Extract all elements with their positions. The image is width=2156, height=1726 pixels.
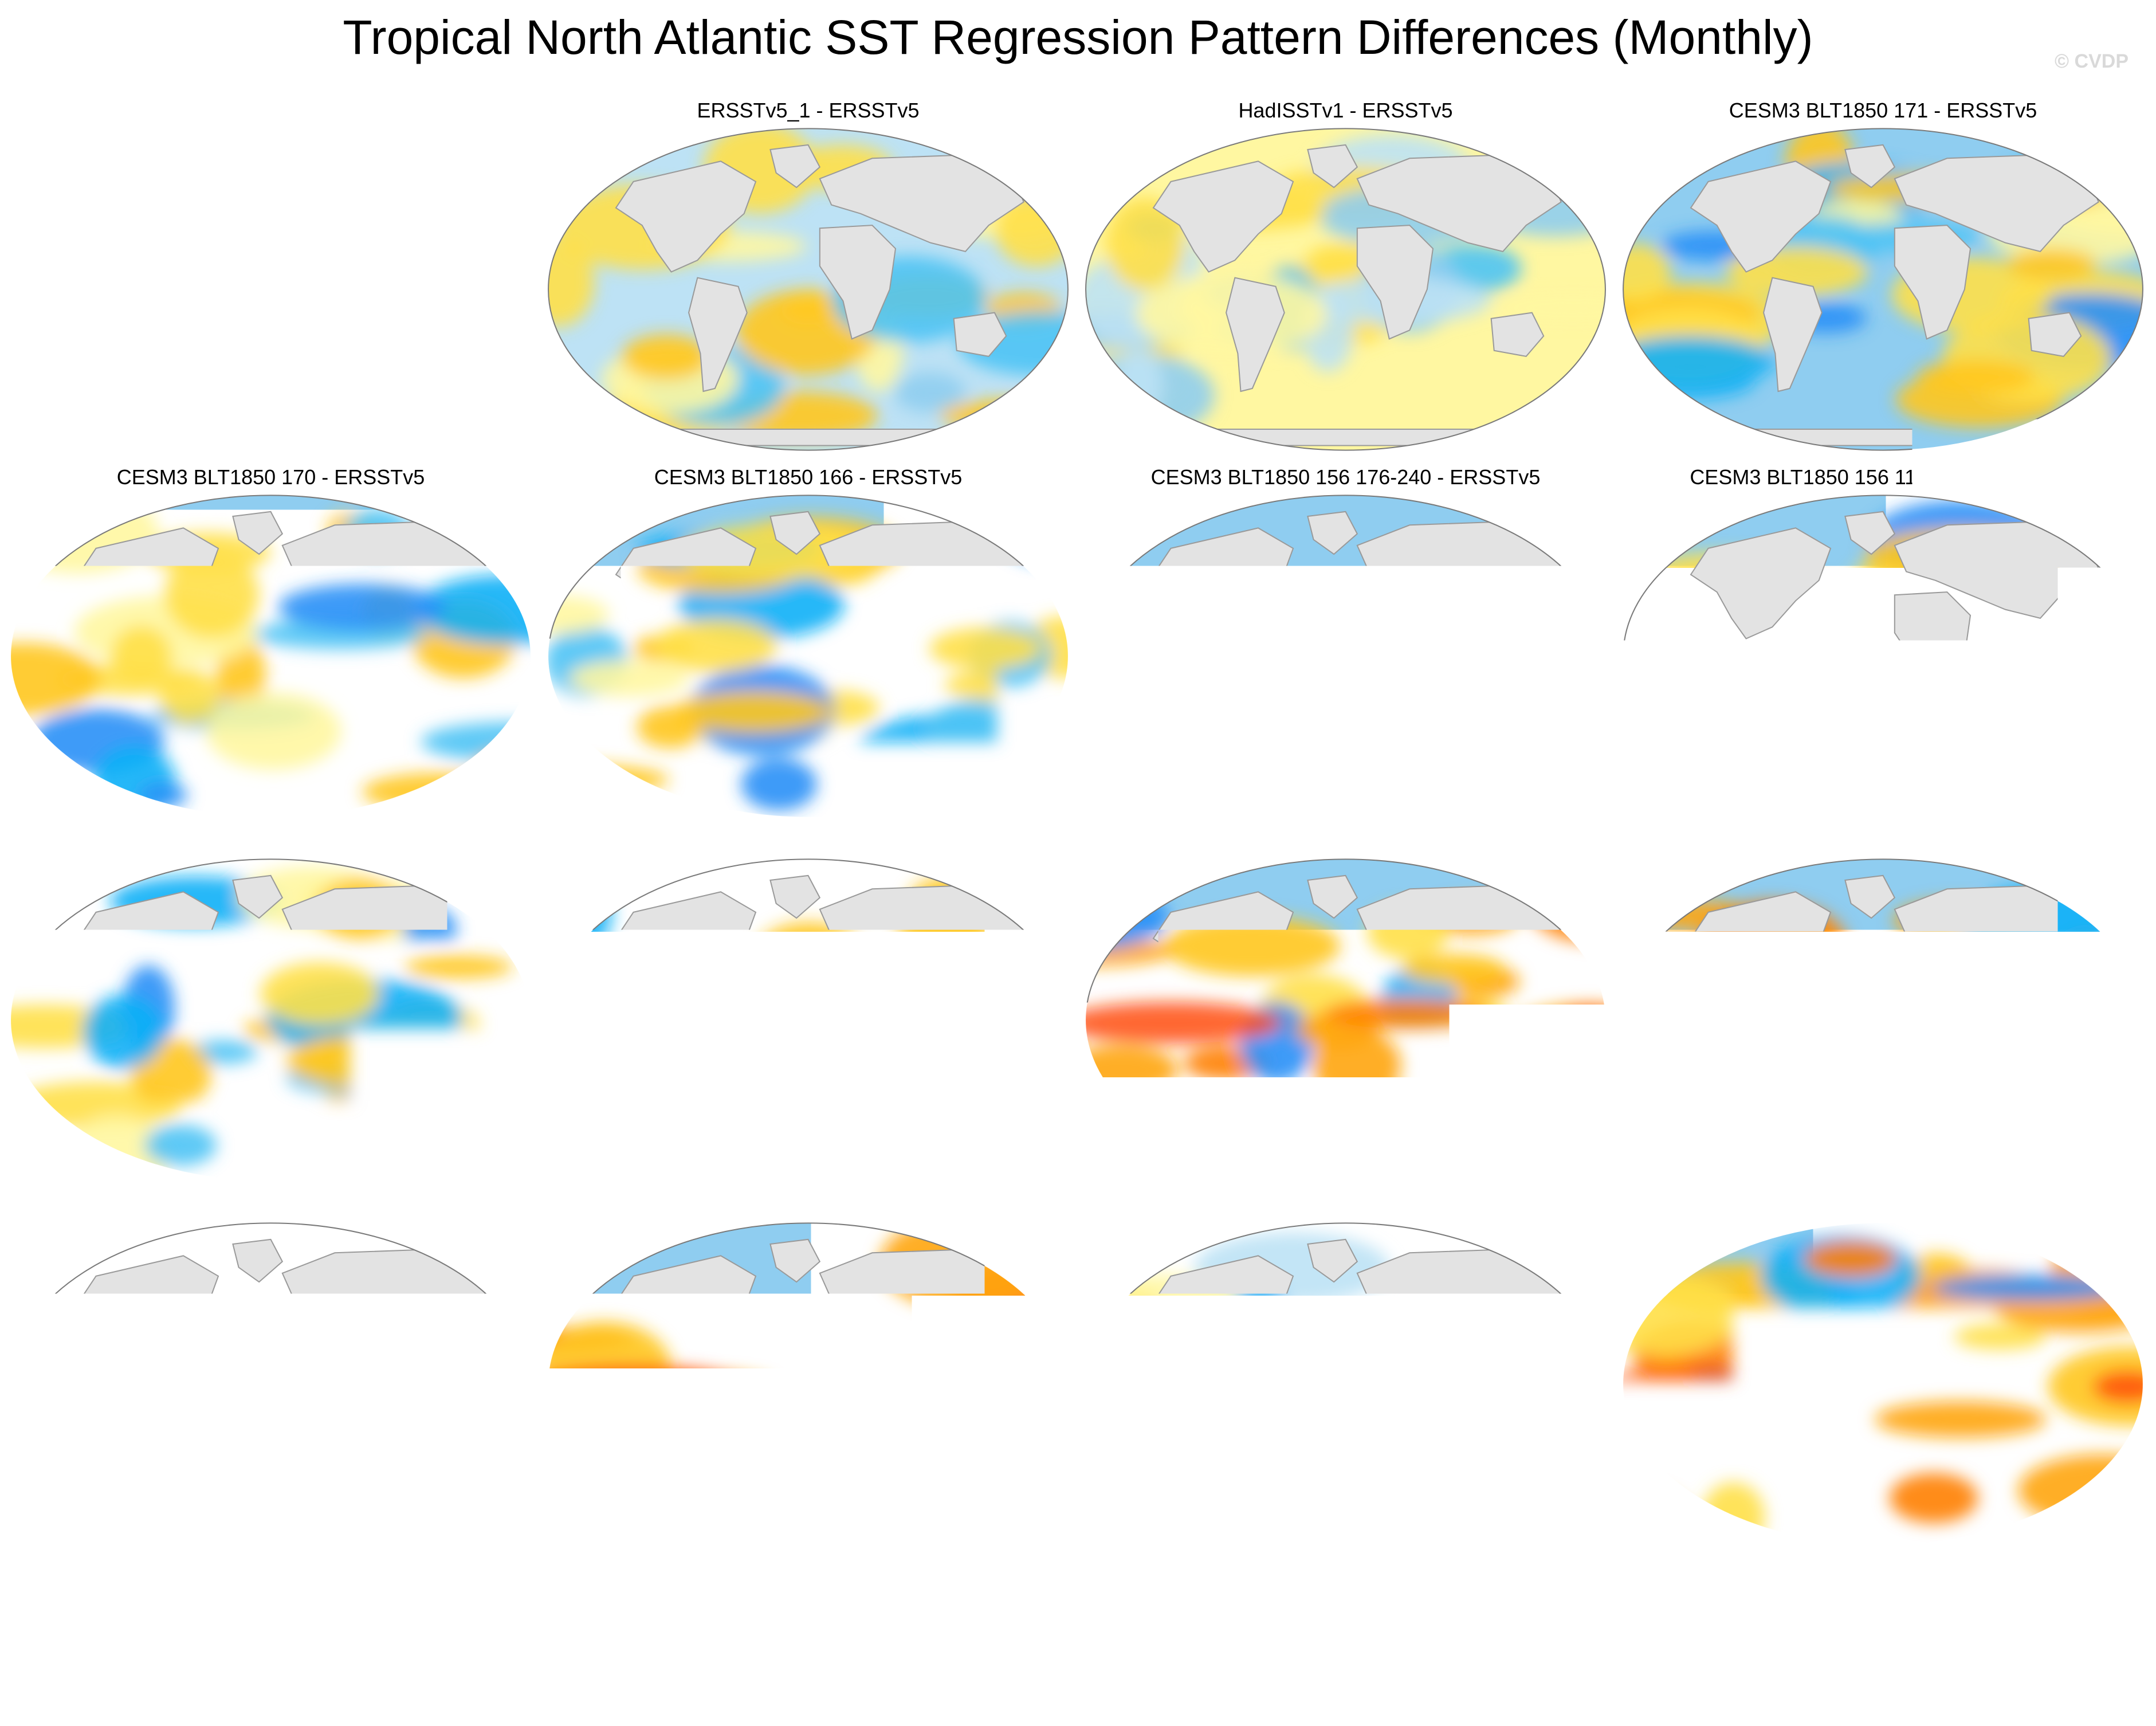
map-plot bbox=[9, 1221, 533, 1547]
map-panel: CESM3 BLT1850 166 - ERSSTv5 bbox=[546, 464, 1070, 819]
colorbar-units: C/C bbox=[0, 1670, 2156, 1714]
anomaly-patch bbox=[546, 1497, 585, 1525]
anomaly-patch bbox=[1976, 1109, 2086, 1168]
map-panel: CESM3 BLT1850 156 46-110 - ERSSTv5 bbox=[9, 828, 533, 1183]
panel-title: CESM2 piControl C - ERSSTv5 bbox=[546, 1192, 1070, 1218]
map-plot bbox=[1083, 1221, 1608, 1547]
map-panel: ERSSTv5_1 - ERSSTv5 bbox=[546, 97, 1070, 453]
colorbar-tick-label: 0.75 bbox=[1218, 1630, 1356, 1674]
colorbar-swatch bbox=[1703, 1602, 1773, 1635]
map-panel: CESM2 piControl A - ERSSTv5 bbox=[1621, 1192, 2145, 1547]
map-plot bbox=[546, 493, 1070, 819]
anomaly-patch bbox=[2008, 249, 2096, 280]
map-plot bbox=[1621, 493, 2145, 819]
anomaly-patch bbox=[1890, 1473, 1978, 1523]
map-panel: CESM3 BLT1850 156 176-240 - ERSSTv5 bbox=[1083, 464, 1608, 819]
colorbar-tick-label: 0 bbox=[941, 1630, 1078, 1674]
map-panel: CESM2 piControl B - ERSSTv5 bbox=[1083, 1192, 1608, 1547]
anomaly-patch bbox=[1282, 1452, 1380, 1500]
panel-title: CESM3 BLT1850 156 176-240 - ERSSTv5 bbox=[1083, 464, 1608, 491]
anomaly-patch bbox=[811, 1117, 870, 1166]
anomaly-patch bbox=[1875, 1402, 2046, 1438]
map-plot bbox=[1621, 126, 2145, 453]
panel-title: ERSSTv5_1 - ERSSTv5 bbox=[546, 97, 1070, 124]
panel-title: HadISSTv1 - ERSSTv5 bbox=[1083, 97, 1608, 124]
panel-title: CESM2 piControl D - ERSSTv5 bbox=[9, 1192, 533, 1218]
colorbar-tick-label: 1.75 bbox=[1495, 1630, 1633, 1674]
anomaly-patch bbox=[929, 627, 1042, 669]
map-plot bbox=[9, 857, 533, 1183]
anomaly-patch bbox=[1419, 1094, 1605, 1120]
panel-title: CESM2 piControl E - ERSSTv5 bbox=[1621, 828, 2145, 854]
anomaly-patch bbox=[1399, 704, 1562, 785]
anomaly-patch bbox=[83, 995, 163, 1068]
anomaly-patch bbox=[206, 693, 341, 770]
anomaly-patch bbox=[1471, 632, 1554, 680]
map-plot bbox=[1083, 857, 1608, 1183]
map-panel: CESM2 piControl D - ERSSTv5 bbox=[9, 1192, 533, 1547]
panel-title: CESM3 BLT1850 170 - ERSSTv5 bbox=[9, 464, 533, 491]
anomaly-patch bbox=[362, 772, 524, 811]
map-plot bbox=[9, 493, 533, 819]
anomaly-patch bbox=[569, 660, 689, 696]
colorbar-tick-label: -0.25 bbox=[802, 1630, 940, 1674]
map-plot bbox=[1083, 493, 1608, 819]
panel-title: CESM2 piControl F - ERSSTv5 bbox=[1083, 828, 1608, 854]
anomaly-patch bbox=[546, 1002, 656, 1095]
anomaly-patch bbox=[740, 1430, 924, 1472]
anomaly-patch bbox=[452, 1497, 533, 1541]
map-plot bbox=[546, 126, 1070, 453]
colorbar-tick-label: 0.25 bbox=[1079, 1630, 1217, 1674]
panel-title: CESM2 piControl B - ERSSTv5 bbox=[1083, 1192, 1608, 1218]
map-panel: CESM3 BLT1850 156 80-240 - ERSSTv5 bbox=[546, 828, 1070, 1183]
anomaly-patch bbox=[457, 1493, 533, 1533]
panel-title: CESM3 BLT1850 156 46-110 - ERSSTv5 bbox=[9, 828, 533, 854]
colorbar-tick-label: -0.75 bbox=[663, 1630, 801, 1674]
panel-title: CESM3 BLT1850 171 - ERSSTv5 bbox=[1621, 97, 2145, 124]
panel-title: CESM2 piControl A - ERSSTv5 bbox=[1621, 1192, 2145, 1218]
map-panel: CESM3 BLT1850 171 - ERSSTv5 bbox=[1621, 97, 2145, 453]
colorbar-tick-label: -1.75 bbox=[386, 1630, 524, 1674]
map-panel: CESM3 BLT1850 170 - ERSSTv5 bbox=[9, 464, 533, 819]
anomaly-patch bbox=[93, 746, 175, 819]
colorbar-tick-label: -1.25 bbox=[525, 1630, 662, 1674]
map-plot bbox=[1621, 1221, 2145, 1547]
cvdp-credit: © CVDP bbox=[2055, 50, 2128, 73]
map-panel: HadISSTv1 - ERSSTv5 bbox=[1083, 97, 1608, 453]
figure-title: Tropical North Atlantic SST Regression P… bbox=[0, 6, 2156, 69]
map-plot bbox=[1083, 126, 1608, 453]
anomaly-patch bbox=[9, 770, 81, 810]
anomaly-patch bbox=[475, 750, 533, 786]
map-plot bbox=[546, 1221, 1070, 1547]
map-panel: CESM2 piControl E - ERSSTv5 bbox=[1621, 828, 2145, 1183]
map-plot bbox=[1621, 857, 2145, 1183]
map-panel: CESM2 piControl F - ERSSTv5 bbox=[1083, 828, 1608, 1183]
map-panel: CESM2 piControl C - ERSSTv5 bbox=[546, 1192, 1070, 1547]
panel-title: CESM3 BLT1850 156 111-175 - ERSSTv5 bbox=[1621, 464, 2145, 491]
anomaly-patch bbox=[1797, 1074, 1947, 1149]
colorbar-tick-label: 1.25 bbox=[1357, 1630, 1494, 1674]
anomaly-patch bbox=[919, 756, 1005, 780]
anomaly-patch bbox=[1621, 1489, 1692, 1547]
panel-title: CESM3 BLT1850 156 80-240 - ERSSTv5 bbox=[546, 828, 1070, 854]
colorbar-swatch bbox=[1633, 1602, 1703, 1635]
anomaly-patch bbox=[1621, 1100, 1652, 1147]
anomaly-patch bbox=[1405, 1419, 1489, 1448]
anomaly-patch bbox=[1007, 397, 1070, 436]
anomaly-patch bbox=[997, 497, 1070, 562]
anomaly-patch bbox=[972, 966, 1046, 1037]
map-plot bbox=[546, 857, 1070, 1183]
anomaly-patch bbox=[1669, 1041, 1717, 1125]
anomaly-patch bbox=[1115, 348, 1163, 420]
map-panel: CESM3 BLT1850 156 111-175 - ERSSTv5 bbox=[1621, 464, 2145, 819]
panel-title: CESM3 BLT1850 166 - ERSSTv5 bbox=[546, 464, 1070, 491]
anomaly-patch bbox=[1917, 360, 2034, 394]
anomaly-patch bbox=[460, 506, 533, 551]
